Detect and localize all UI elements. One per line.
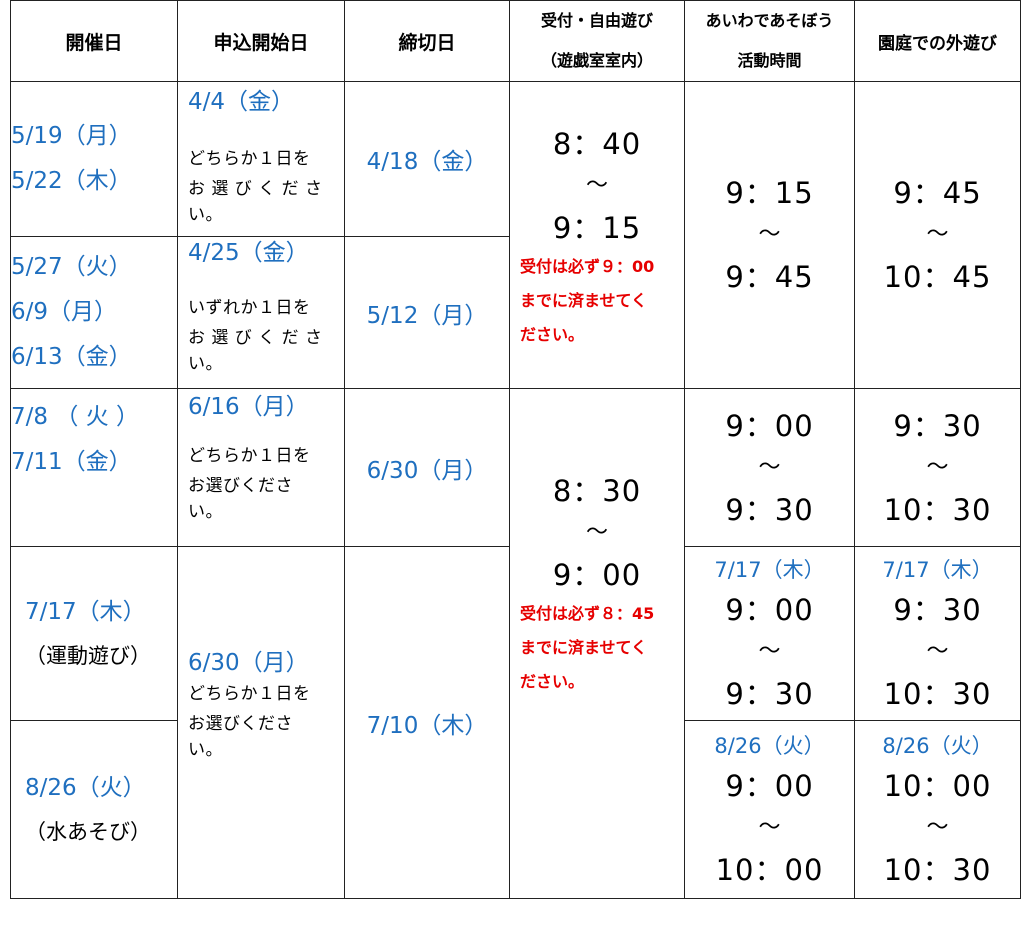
apply-start-cell: 6/30（月） どちらか１日を お選びくださ い。 <box>177 546 345 899</box>
event-dates: 7/8 （ 火 ） 7/11（金） <box>10 388 178 547</box>
outdoor-time-cell: 9：45 ～ 10：45 <box>854 81 1021 389</box>
activity-time-cell: 9：15 ～ 9：45 <box>684 81 855 389</box>
activity-time-cell: 7/17（木） 9：00 ～ 9：30 <box>684 546 855 721</box>
header-row: 開催日 申込開始日 締切日 受付・自由遊び （遊戯室室内） あいわであそぼう 活… <box>10 0 1021 82</box>
activity-time-cell: 9：00 ～ 9：30 <box>684 388 855 547</box>
table-row: 7/8 （ 火 ） 7/11（金） 6/16（月） どちらか１日を お選びくださ… <box>10 388 1021 899</box>
apply-start-cell: 6/16（月） どちらか１日を お選びくださ い。 <box>177 388 345 547</box>
event-dates: 5/19（月） 5/22（木） <box>10 81 178 237</box>
header-apply-start: 申込開始日 <box>177 0 345 82</box>
header-reception: 受付・自由遊び （遊戯室室内） <box>509 0 685 82</box>
apply-start-cell: 4/4（金） どちらか１日を お 選 び く だ さ い。 <box>177 81 345 237</box>
header-deadline: 締切日 <box>344 0 510 82</box>
reception-time-cell: 8：30 ～ 9：00 受付は必ず８：45 までに済ませてく ださい。 <box>509 388 685 899</box>
outdoor-time-cell: 7/17（木） 9：30 ～ 10：30 <box>854 546 1021 721</box>
deadline-cell: 7/10（木） <box>344 546 510 899</box>
event-dates: 8/26（火） （水あそび） <box>10 720 178 899</box>
table-row: 7/17（木） （運動遊び） 6/30（月） どちらか１日を お選びくださ い。… <box>10 546 1021 899</box>
deadline-cell: 6/30（月） <box>344 388 510 547</box>
table-row: 5/27（火） 6/9（月） 6/13（金） 4/25（金） いずれか１日を お… <box>10 236 1021 389</box>
deadline-cell: 4/18（金） <box>344 81 510 237</box>
apply-start-cell: 4/25（金） いずれか１日を お 選 び く だ さ い。 <box>177 236 345 389</box>
header-outdoor: 園庭での外遊び <box>854 0 1021 82</box>
header-date: 開催日 <box>10 0 178 82</box>
table-row: 8/26（火） （水あそび） 8/26（火） 9：00 ～ 10：00 8/26… <box>10 720 1021 899</box>
activity-time-cell: 8/26（火） 9：00 ～ 10：00 <box>684 720 855 899</box>
table-row: 5/19（月） 5/22（木） 4/4（金） どちらか１日を お 選 び く だ… <box>10 81 1021 389</box>
schedule-table: 開催日 申込開始日 締切日 受付・自由遊び （遊戯室室内） あいわであそぼう 活… <box>10 0 1021 899</box>
reception-time-cell: 8：40 ～ 9：15 受付は必ず９：00 までに済ませてく ださい。 <box>509 81 685 389</box>
header-activity: あいわであそぼう 活動時間 <box>684 0 855 82</box>
outdoor-time-cell: 9：30 ～ 10：30 <box>854 388 1021 547</box>
deadline-cell: 5/12（月） <box>344 236 510 389</box>
event-dates: 7/17（木） （運動遊び） <box>10 546 178 721</box>
outdoor-time-cell: 8/26（火） 10：00 ～ 10：30 <box>854 720 1021 899</box>
event-dates: 5/27（火） 6/9（月） 6/13（金） <box>10 236 178 389</box>
